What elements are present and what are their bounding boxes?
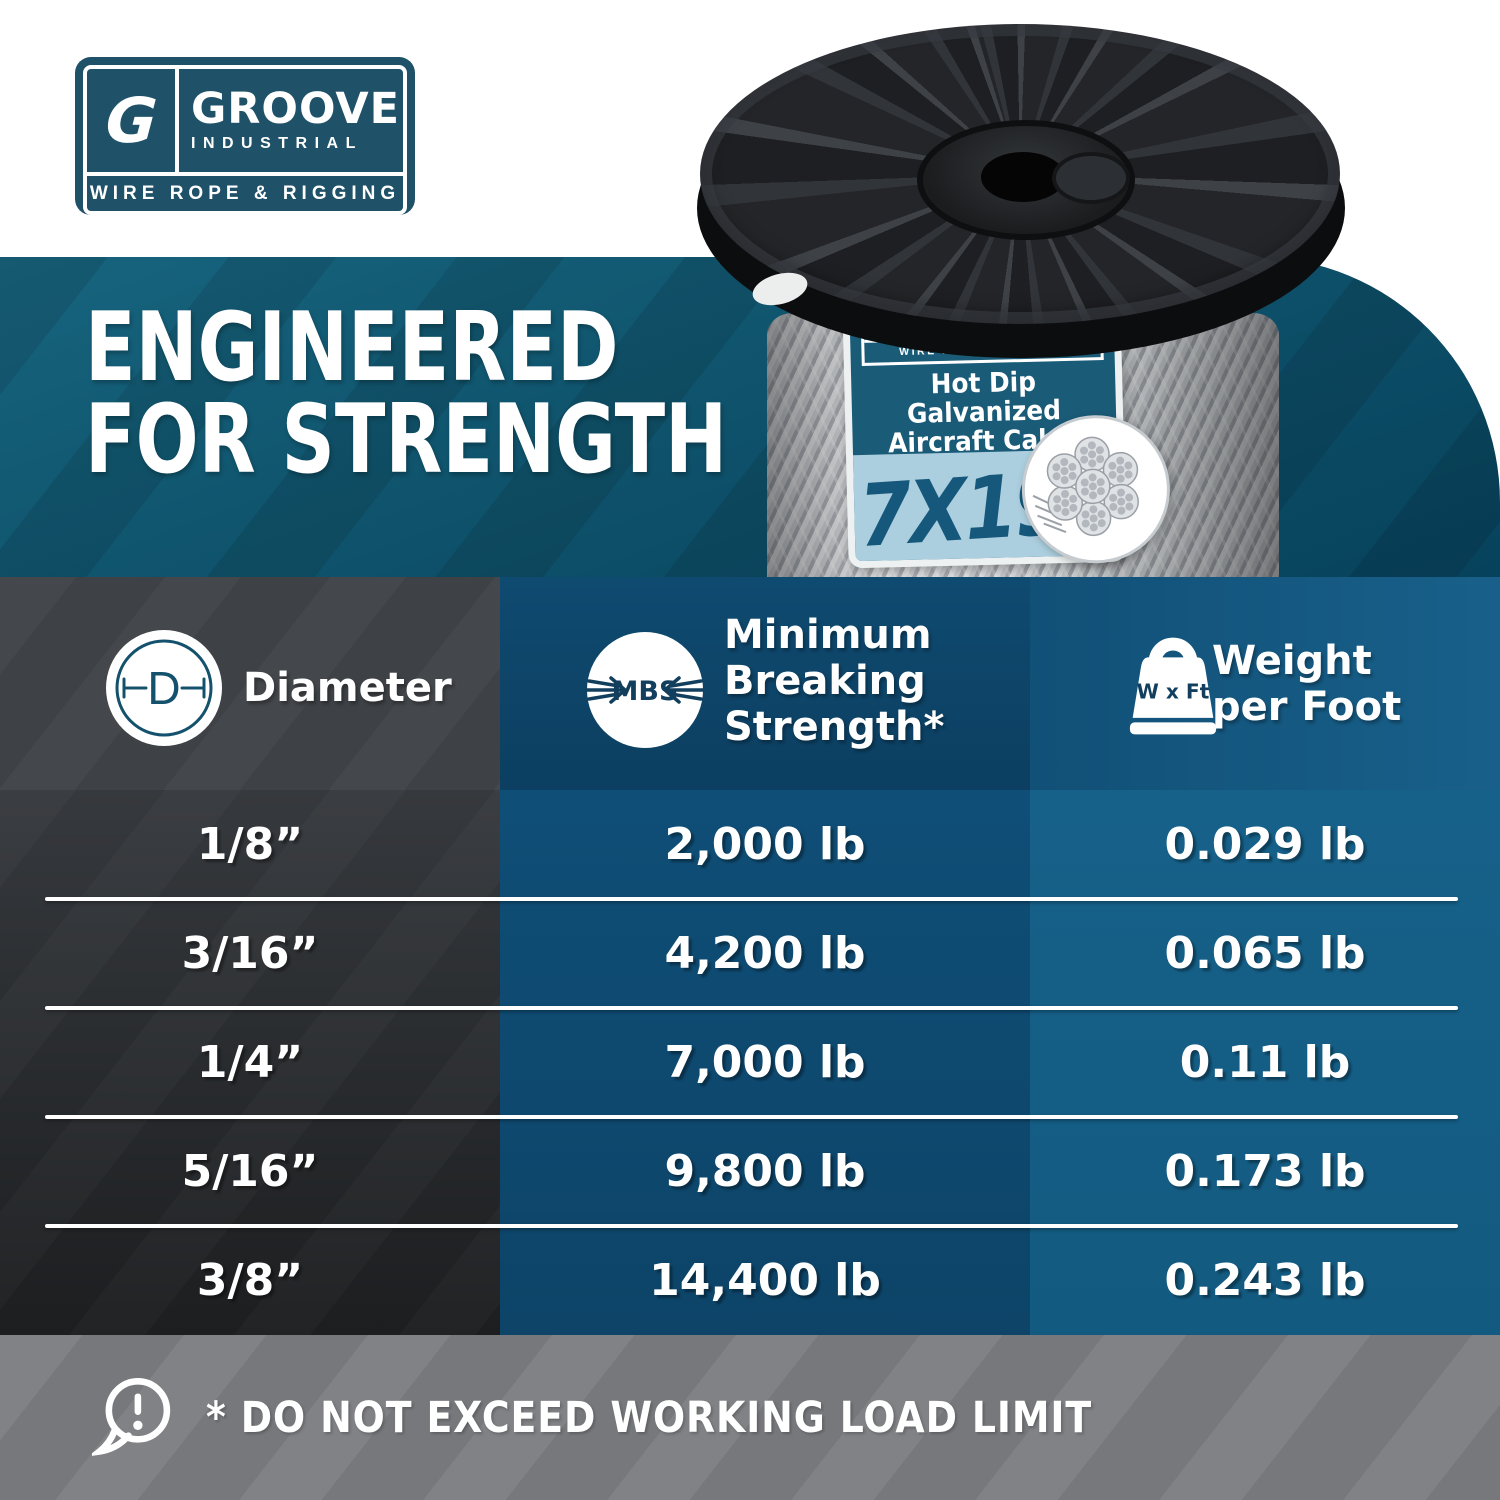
- cell-diameter: 3/16”: [181, 928, 319, 979]
- table-row: 3/8” 14,400 lb 0.243 lb: [0, 1226, 1500, 1335]
- table-row: 3/16” 4,200 lb 0.065 lb: [0, 899, 1500, 1008]
- svg-text:W x Ft: W x Ft: [1137, 680, 1210, 704]
- spool-hub-side-tube: [1052, 152, 1130, 204]
- cell-weight: 0.173 lb: [1164, 1146, 1366, 1197]
- table-row: 5/16” 9,800 lb 0.173 lb: [0, 1117, 1500, 1226]
- row-divider: [45, 1224, 1458, 1228]
- rows-weight-column: [1030, 790, 1500, 1335]
- logo-sub-text: INDUSTRIAL: [191, 135, 363, 152]
- cable-cross-section-icon: [1020, 413, 1172, 566]
- header-diameter-column: [0, 577, 500, 790]
- svg-text:MBS: MBS: [612, 676, 679, 707]
- column-header-weight: Weight per Foot: [1212, 638, 1402, 730]
- warning-bar: * DO NOT EXCEED WORKING LOAD LIMIT: [0, 1335, 1500, 1500]
- row-divider: [45, 897, 1458, 901]
- alert-bubble-icon: [88, 1371, 180, 1464]
- logo-g-cell: G: [87, 69, 179, 172]
- table-row: 1/8” 2,000 lb 0.029 lb: [0, 790, 1500, 899]
- logo-frame: G GROOVE INDUSTRIAL WIRE ROPE & RIGGING: [83, 65, 407, 215]
- rows-diameter-column: [0, 790, 500, 1335]
- cell-weight: 0.029 lb: [1164, 819, 1366, 870]
- column-header-diameter: Diameter: [243, 665, 452, 711]
- cell-weight: 0.11 lb: [1179, 1037, 1351, 1088]
- groove-industrial-logo: G GROOVE INDUSTRIAL WIRE ROPE & RIGGING: [75, 57, 415, 215]
- spool-top-flange: [700, 24, 1340, 324]
- column-header-mbs: Minimum Breaking Strength*: [724, 612, 945, 750]
- cell-mbs: 2,000 lb: [664, 819, 866, 870]
- cell-mbs: 7,000 lb: [664, 1037, 866, 1088]
- mbs-icon: MBS: [585, 630, 705, 755]
- groove-g-icon: G: [102, 84, 159, 157]
- cell-diameter: 5/16”: [181, 1146, 319, 1197]
- row-divider: [45, 1006, 1458, 1010]
- warning-text: * DO NOT EXCEED WORKING LOAD LIMIT: [206, 1392, 1093, 1443]
- table-row: 1/4” 7,000 lb 0.11 lb: [0, 1008, 1500, 1117]
- cell-mbs: 9,800 lb: [664, 1146, 866, 1197]
- cell-diameter: 1/8”: [196, 819, 304, 870]
- cell-mbs: 14,400 lb: [649, 1255, 881, 1306]
- diameter-icon: D: [104, 628, 224, 753]
- cell-diameter: 1/4”: [196, 1037, 304, 1088]
- cell-mbs: 4,200 lb: [664, 928, 866, 979]
- cell-weight: 0.243 lb: [1164, 1255, 1366, 1306]
- product-label: G GROOVE INDUSTRIAL WIRE ROPE & RIGGING …: [841, 256, 1172, 569]
- rows-mbs-column: [500, 790, 1030, 1335]
- weight-icon: W x Ft: [1118, 622, 1228, 749]
- header-weight-column: [1030, 577, 1500, 790]
- svg-text:D: D: [147, 662, 180, 714]
- cell-diameter: 3/8”: [196, 1255, 304, 1306]
- logo-tagline: WIRE ROPE & RIGGING: [87, 172, 403, 211]
- page-title: ENGINEERED FOR STRENGTH: [85, 293, 728, 496]
- logo-name-text: GROOVE: [191, 84, 401, 134]
- row-divider: [45, 1115, 1458, 1119]
- cell-weight: 0.065 lb: [1164, 928, 1366, 979]
- spool-hub-hole: [981, 152, 1065, 202]
